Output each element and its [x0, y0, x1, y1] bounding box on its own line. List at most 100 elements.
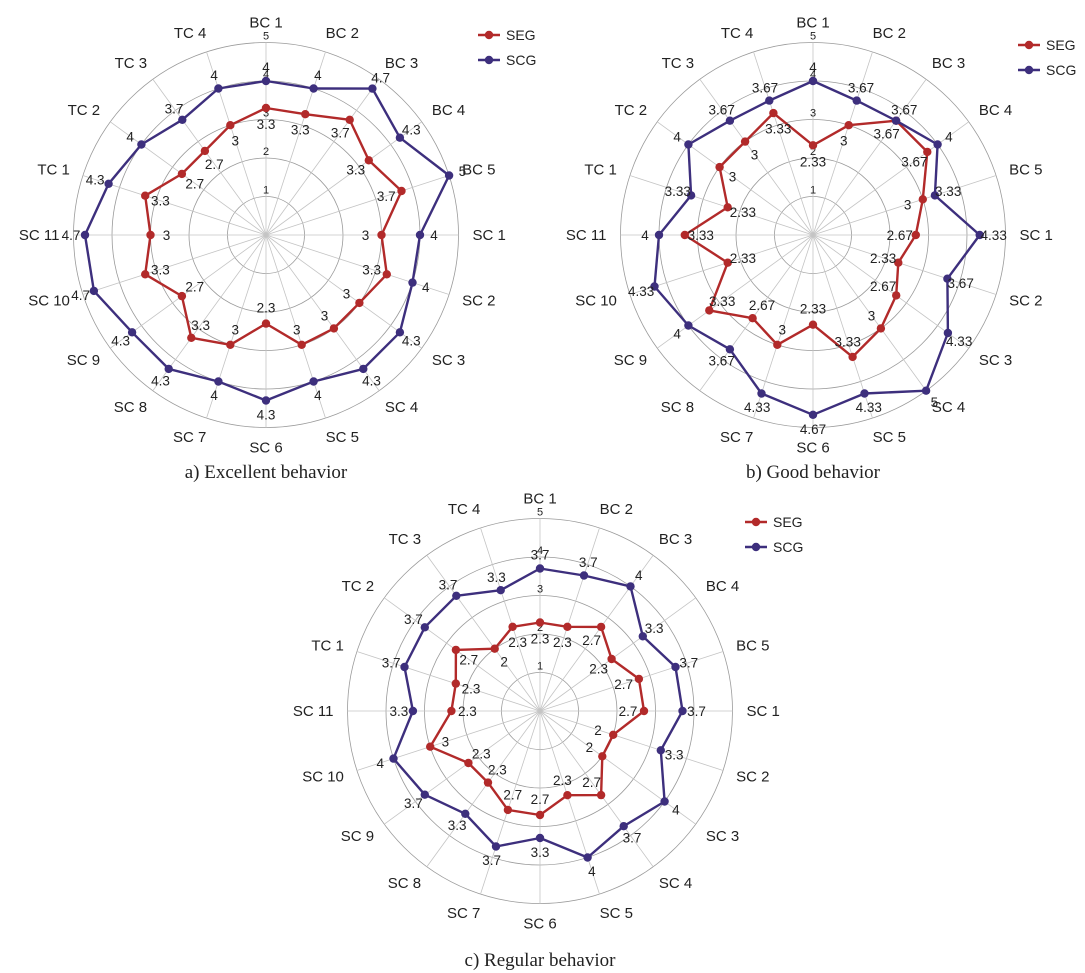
data-label-seg-sc-3: 3 [343, 287, 351, 302]
data-label-seg-tc-2: 2.7 [185, 176, 204, 191]
category-label-sc-11: SC 11 [19, 227, 60, 244]
data-point-seg-sc-6 [808, 320, 818, 329]
data-point-scg-sc-9 [420, 790, 429, 799]
category-label-sc-8: SC 8 [661, 399, 694, 416]
data-point-seg-sc-5 [563, 791, 572, 800]
axis-spoke-bc-2 [812, 51, 873, 236]
axis-spoke-sc-8 [426, 710, 541, 867]
axis-spoke-tc-2 [110, 121, 267, 236]
data-label-seg-sc-4: 2.7 [582, 775, 601, 790]
data-point-scg-bc-5 [671, 662, 680, 672]
category-label-bc-3: BC 3 [385, 55, 418, 72]
data-label-scg-sc-6: 4.3 [257, 408, 276, 423]
data-label-seg-bc-1: 3.3 [257, 117, 276, 132]
data-label-seg-sc-7: 3 [232, 323, 240, 338]
data-point-seg-sc-8 [748, 314, 757, 323]
category-label-tc-1: TC 1 [584, 161, 617, 178]
data-point-scg-sc-2 [408, 278, 417, 287]
data-point-scg-sc-11 [80, 230, 90, 240]
data-label-seg-tc-3: 2.7 [205, 157, 224, 172]
category-label-tc-2: TC 2 [615, 102, 648, 119]
data-label-scg-tc-3: 3.67 [709, 102, 735, 117]
data-label-scg-bc-2: 3.67 [848, 80, 874, 95]
chart-caption: c) Regular behavior [465, 950, 617, 971]
data-label-scg-bc-5: 5 [459, 164, 467, 179]
data-label-scg-sc-3: 4.33 [946, 334, 972, 349]
data-label-scg-tc-2: 3.7 [404, 612, 423, 627]
data-point-seg-sc-6 [535, 810, 545, 820]
data-point-seg-bc-3 [345, 115, 354, 125]
category-label-bc-4: BC 4 [979, 102, 1012, 119]
data-point-seg-sc-4 [329, 324, 339, 333]
legend-label-seg: SEG [1046, 37, 1076, 53]
category-label-sc-2: SC 2 [1009, 293, 1042, 310]
category-label-bc-1: BC 1 [523, 491, 556, 508]
data-label-seg-sc-3: 2 [586, 740, 594, 755]
category-label-bc-2: BC 2 [600, 501, 633, 518]
data-label-seg-sc-8: 3.3 [191, 318, 210, 333]
data-point-seg-bc-3 [596, 622, 606, 632]
data-point-seg-sc-9 [464, 758, 473, 768]
axis-spoke-sc-3 [265, 234, 422, 349]
axis-spoke-sc-4 [539, 710, 654, 867]
data-point-seg-bc-5 [397, 186, 406, 196]
data-label-seg-sc-2: 2.33 [870, 251, 896, 266]
data-point-seg-tc-2 [451, 645, 461, 655]
data-point-scg-tc-3 [725, 116, 735, 125]
axis-spoke-sc-4 [812, 234, 927, 391]
data-label-scg-tc-1: 3.7 [382, 656, 401, 671]
data-label-scg-sc-11: 4 [641, 228, 649, 243]
category-label-bc-5: BC 5 [1009, 161, 1042, 178]
data-point-scg-sc-4 [921, 386, 931, 395]
category-label-tc-3: TC 3 [115, 55, 148, 72]
data-point-scg-tc-4 [765, 96, 774, 105]
axis-spoke-bc-3 [539, 555, 654, 712]
data-label-scg-sc-5: 4 [314, 388, 322, 403]
axis-spoke-tc-4 [753, 51, 814, 236]
data-point-seg-sc-11 [447, 706, 456, 716]
data-point-scg-sc-3 [660, 797, 669, 806]
data-label-seg-sc-4: 3 [868, 309, 876, 324]
data-label-seg-bc-4: 3.3 [346, 163, 365, 178]
data-point-scg-tc-3 [178, 115, 187, 125]
data-label-scg-bc-4: 3.3 [645, 621, 664, 636]
data-label-scg-bc-5: 3.33 [935, 184, 961, 199]
data-point-scg-bc-1 [261, 76, 271, 86]
category-label-sc-10: SC 10 [302, 769, 344, 786]
data-point-seg-sc-2 [382, 270, 391, 279]
data-label-seg-bc-3: 3.7 [331, 126, 350, 141]
data-label-scg-sc-11: 3.3 [390, 704, 409, 719]
data-point-scg-sc-1 [415, 230, 425, 240]
category-label-bc-1: BC 1 [249, 15, 282, 32]
ring-tick-label: 1 [263, 185, 269, 197]
data-label-scg-sc-2: 3.67 [948, 276, 974, 291]
ring-tick-label: 2 [810, 146, 816, 158]
data-label-scg-bc-4: 4 [945, 129, 953, 144]
data-point-scg-sc-7 [214, 377, 223, 386]
data-point-scg-tc-4 [214, 84, 223, 93]
ring-tick-label: 1 [810, 185, 816, 197]
data-label-seg-sc-5: 2.3 [553, 773, 572, 788]
legend-marker-scg [484, 55, 494, 65]
category-label-sc-7: SC 7 [720, 429, 753, 446]
category-label-sc-8: SC 8 [388, 875, 421, 892]
category-label-tc-3: TC 3 [662, 55, 695, 72]
data-label-scg-sc-10: 4.33 [628, 284, 654, 299]
data-point-scg-sc-9 [127, 328, 137, 337]
data-point-seg-bc-5 [918, 195, 927, 204]
axis-spoke-sc-2 [812, 234, 997, 295]
data-point-scg-sc-10 [389, 754, 398, 763]
data-point-seg-sc-4 [876, 324, 886, 333]
axis-spoke-sc-5 [812, 234, 873, 419]
data-label-scg-bc-2: 4 [314, 68, 322, 83]
data-point-seg-tc-4 [769, 108, 778, 118]
data-label-scg-bc-4: 4.3 [402, 123, 421, 138]
data-point-scg-bc-5 [930, 191, 940, 200]
category-label-bc-2: BC 2 [326, 25, 359, 42]
data-point-scg-sc-9 [684, 321, 693, 330]
data-point-seg-sc-10 [723, 258, 732, 267]
data-point-scg-bc-2 [579, 571, 589, 580]
axis-spoke-sc-7 [206, 234, 267, 419]
data-label-scg-bc-1: 3.7 [531, 548, 550, 563]
